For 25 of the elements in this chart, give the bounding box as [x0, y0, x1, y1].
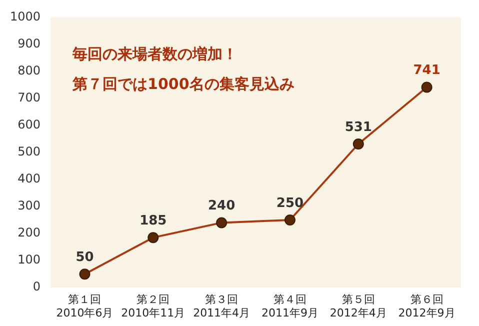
- y-tick-label: 100: [18, 252, 41, 267]
- y-tick-label: 300: [18, 198, 41, 213]
- y-tick-label: 400: [18, 172, 41, 186]
- x-tick-label: 第６回 2012年9月: [398, 293, 456, 320]
- y-tick-label: 1000: [10, 9, 41, 24]
- x-tick-label: 第５回 2012年4月: [330, 293, 387, 320]
- data-label: 531: [344, 120, 372, 135]
- data-label: 240: [208, 198, 236, 214]
- annotation: 第７回では1000名の集客見込み: [72, 75, 294, 94]
- data-label: 741: [413, 63, 440, 78]
- y-tick-label: 200: [18, 226, 41, 240]
- y-tick-label: 0: [32, 280, 41, 294]
- data-label: 185: [140, 213, 167, 228]
- x-tick-label: 第３回 2011年4月: [193, 293, 250, 320]
- y-tick-label: 700: [18, 90, 41, 104]
- y-tick-label: 600: [18, 117, 41, 132]
- annotation: 毎回の来場者数の増加！: [72, 45, 238, 64]
- y-tick-label: 800: [18, 63, 41, 78]
- y-tick-label: 900: [18, 36, 41, 50]
- x-tick-label: 第１回 2010年6月: [56, 293, 114, 320]
- x-tick-label: 第４回 2011年9月: [261, 293, 318, 320]
- x-tick-label: 第２回 2010年11月: [121, 293, 186, 320]
- y-tick-label: 500: [18, 144, 41, 159]
- data-label: 50: [76, 250, 94, 265]
- data-label: 250: [276, 196, 304, 211]
